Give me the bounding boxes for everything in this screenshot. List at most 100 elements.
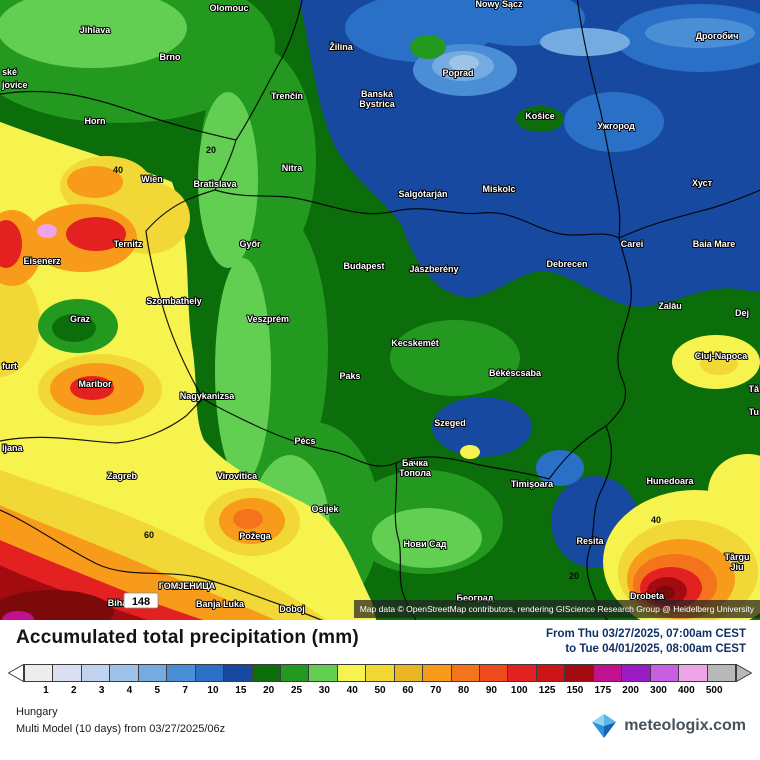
scale-value-label: 20 [263,684,275,696]
contour-value-label: 20 [569,571,579,581]
scale-color-cell [423,664,452,681]
legend-panel: Accumulated total precipitation (mm) Fro… [0,620,760,760]
forecast-period-to: to Tue 04/01/2025, 08:00am CEST [565,642,746,655]
scale-value-label: 7 [182,684,188,696]
city-label: Wien [141,174,162,184]
city-label: Drobeta [630,591,665,601]
scale-value-label: 175 [594,684,612,696]
scale-color-cell [366,664,395,681]
scale-value-label: 2 [70,684,77,696]
scale-value-label: 25 [290,684,303,696]
scale-value-label: 70 [430,684,442,696]
city-label: Banja Luka [196,599,245,609]
city-label: Kecskemét [391,338,439,348]
scale-value-row: 1 2 3 4 5 7 10 15 20 25 30 40 50 60 70 80 90 100 125 150 175… [32,685,728,696]
scale-value-label: 90 [485,684,497,696]
city-label: Brno [160,52,181,62]
scale-value-label: 3 [98,684,105,696]
contour-value-label: 60 [144,530,154,540]
scale-color-cell [53,664,82,681]
city-label: Horn [85,116,106,126]
scale-arrow-right-icon [736,663,752,682]
city-label: ГОМЈЕНИЦА [159,581,216,591]
region-label: Hungary [16,705,58,718]
city-label: Maribor [78,379,112,389]
city-label: Szeged [434,418,466,428]
max-precip-marker: 148 [123,592,159,609]
city-label: Zalău [658,301,682,311]
scale-value-label: 60 [402,684,414,696]
scale-value-label: 5 [154,684,161,696]
scale-color-cell [195,664,225,681]
city-label: Нови Сад [404,539,447,549]
scale-value-label: 15 [235,684,247,696]
city-label: Ужгород [597,121,635,131]
city-label: Cluj-Napoca [695,351,749,361]
scale-value-label: 200 [622,684,639,696]
city-label: Ternitz [114,239,143,249]
scale-color-cell [508,664,537,681]
max-precip-value: 148 [132,596,150,608]
city-label: Хуст [692,178,713,188]
scale-value-label: 50 [374,684,386,696]
scale-color-cell [451,664,480,681]
city-label: Poprad [442,68,473,78]
forecast-period-from: From Thu 03/27/2025, 07:00am CEST [545,628,746,640]
city-label: Požega [239,531,272,541]
scale-color-cell [394,664,424,681]
meteologix-logo[interactable]: meteologix.com [591,713,746,739]
contour-value-label: 40 [113,165,123,175]
city-label: Дрогобич [696,31,739,41]
scale-value-label: 400 [677,684,695,696]
city-label: Paks [339,371,360,381]
scale-color-cell [565,664,594,681]
scale-color-cell [622,664,651,681]
brand-name: meteologix.com [624,717,746,735]
scale-color-cell [593,664,623,681]
scale-color-cell [252,664,281,681]
map-canvas: 20 40 60 40 20 Jihlava Brno Olomouc Žilina Popra… [0,0,760,620]
city-label: Nowy Sącz [475,0,523,9]
city-label: ljana [2,443,24,453]
city-label: Dej [735,308,749,318]
scale-value-label: 40 [346,684,358,696]
city-label: Debrecen [546,259,587,269]
city-label: Virovitica [217,471,258,481]
city-label: jovice [1,80,28,90]
city-label: Бачка Топола [399,458,432,478]
city-label: Győr [239,239,261,249]
city-label: Jihlava [80,25,112,35]
scale-color-cell [679,664,708,681]
city-label: Resita [576,536,604,546]
scale-color-cell [81,664,111,681]
scale-value-label: 125 [538,684,556,696]
scale-value-label: 10 [207,684,219,696]
scale-value-label: 300 [650,684,667,696]
city-label: Banská Bystrica [359,89,396,109]
precipitation-map[interactable]: 20 40 60 40 20 Jihlava Brno Olomouc Žilina Popra… [0,0,760,620]
city-label: Budapest [343,261,384,271]
scale-color-cell [536,664,566,681]
city-label: Jászberény [409,264,458,274]
contour-value-label: 20 [206,145,216,155]
city-labels: Jihlava Brno Olomouc Žilina Poprad Nowy Sącz Д… [0,0,760,615]
map-attribution: Map data © OpenStreetMap contributors, r… [353,600,760,618]
city-label: furt [2,361,17,371]
city-label: Târgu Jiu [724,552,749,572]
meteologix-gem-icon [592,714,617,739]
city-label: Carei [621,239,644,249]
legend-title: Accumulated total precipitation (mm) [16,627,359,648]
city-label: Trenčín [271,91,303,101]
contour-value-label: 40 [651,515,661,525]
city-label: Osijek [311,504,339,514]
scale-value-label: 500 [705,684,723,696]
scale-value-label: 4 [126,684,133,696]
scale-color-cell [138,664,168,681]
scale-value-label: 150 [566,684,584,696]
scale-arrow-left-icon [8,663,24,682]
scale-value-label: 30 [318,684,330,696]
country-borders [0,0,760,620]
city-label: Szombathely [146,296,202,306]
city-label: Košice [525,111,555,121]
